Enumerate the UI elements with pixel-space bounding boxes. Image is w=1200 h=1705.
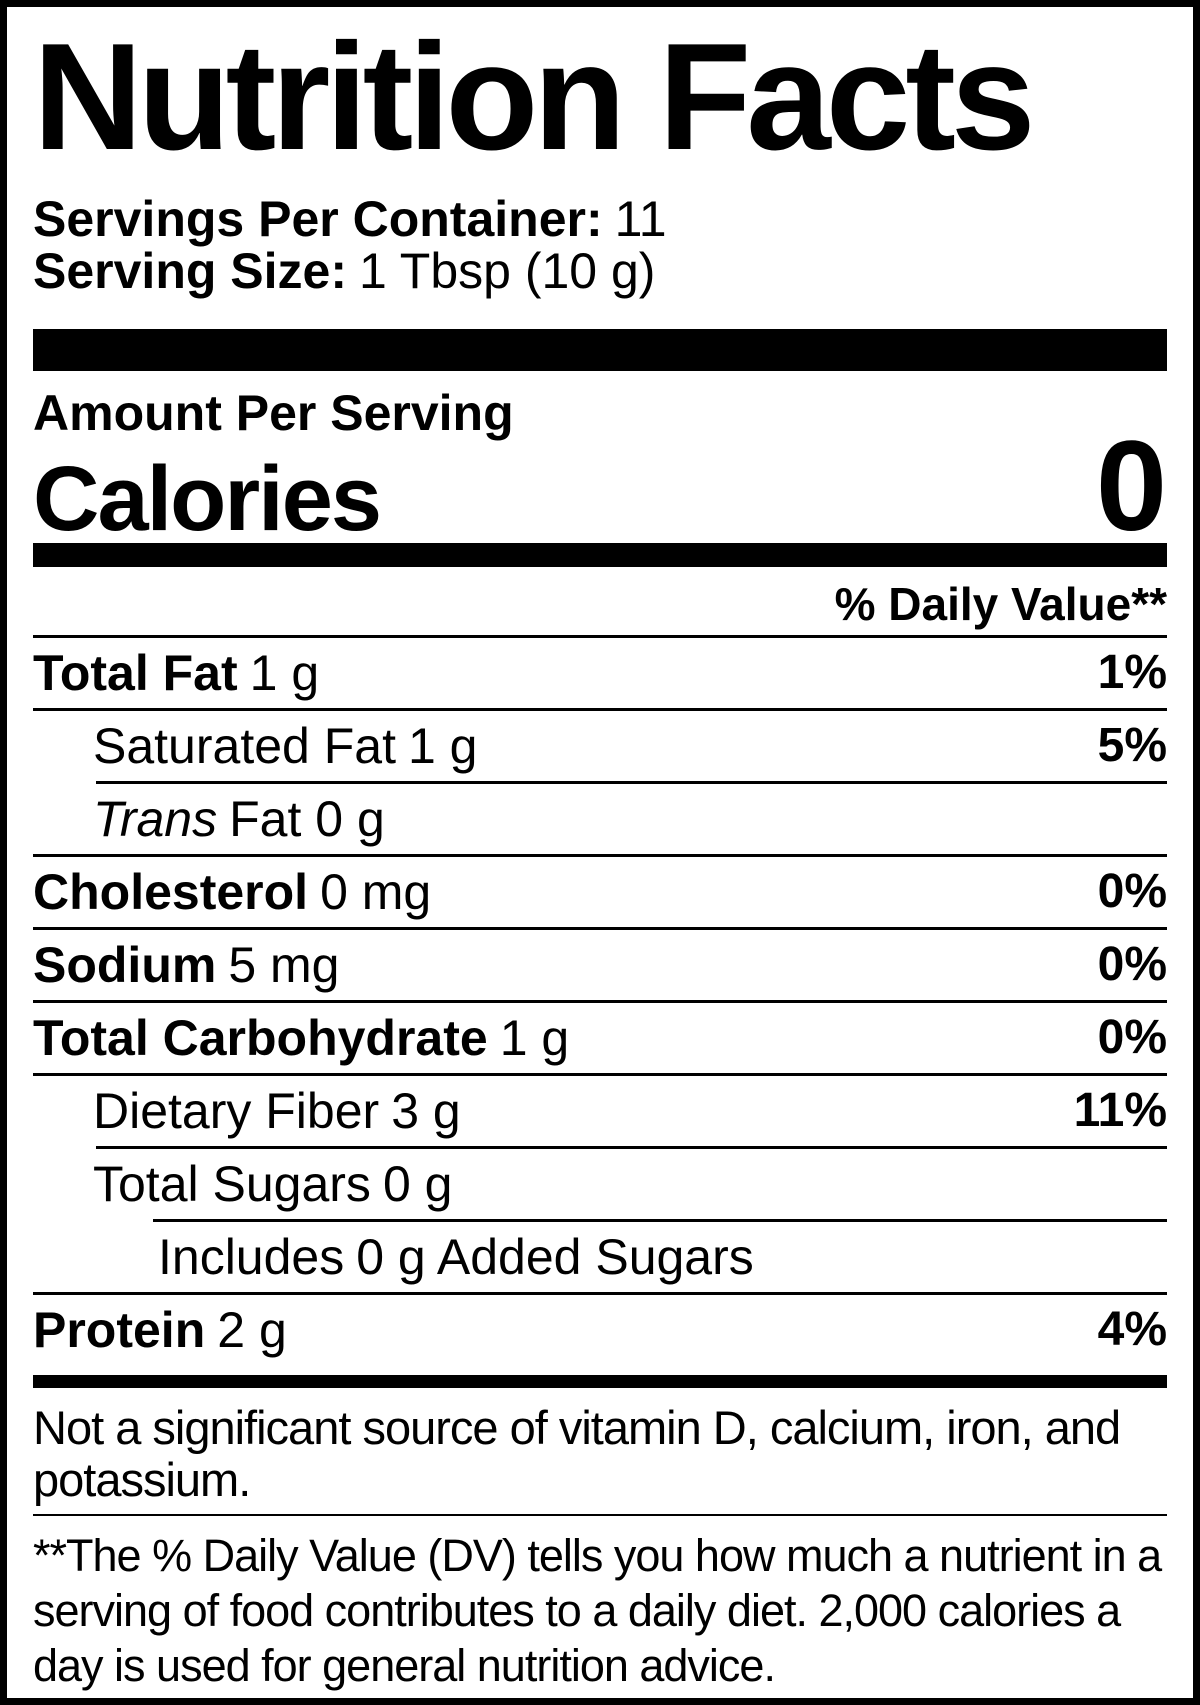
nutrient-amount: 0 mg xyxy=(320,864,432,920)
serving-size-label: Serving Size: xyxy=(33,243,347,299)
amount-per-serving-label: Amount Per Serving xyxy=(33,385,514,441)
nutrient-amount: 3 g xyxy=(391,1083,461,1139)
nutrient-name: Total Sugars xyxy=(93,1156,371,1212)
calories-label: Calories xyxy=(33,448,382,550)
nutrient-name: Includes xyxy=(158,1229,345,1285)
nutrient-name: Trans xyxy=(93,791,218,847)
nutrient-amount: 1 g xyxy=(249,645,320,701)
separator-line xyxy=(96,781,1167,784)
separator-line xyxy=(153,1219,1167,1222)
serving-size: Serving Size: 1 Tbsp (10 g) xyxy=(33,245,1167,297)
nutrient-row-dietary-fiber: Dietary Fiber 3 g 11% xyxy=(33,1076,1167,1146)
nutrient-amount: 5 mg xyxy=(228,937,340,993)
servings-per-container-label: Servings Per Container: xyxy=(33,191,603,247)
nutrient-text: Dietary Fiber 3 g xyxy=(93,1086,461,1136)
nutrient-row-total-sugars: Total Sugars 0 g xyxy=(33,1149,1167,1219)
nutrient-name: Cholesterol xyxy=(33,864,309,920)
separator-line xyxy=(33,1292,1167,1295)
nutrient-row-protein: Protein 2 g 4% xyxy=(33,1295,1167,1365)
nutrient-row-trans-fat: Trans Fat 0 g xyxy=(33,784,1167,854)
nutrient-row-total-fat: Total Fat 1 g 1% xyxy=(33,638,1167,708)
separator-line xyxy=(96,1146,1167,1149)
nutrient-percent: 5% xyxy=(1097,719,1167,772)
calories-value: 0 xyxy=(1095,415,1167,558)
nutrient-text: Protein 2 g xyxy=(33,1305,287,1355)
serving-size-value: 1 Tbsp (10 g) xyxy=(359,243,656,299)
nutrient-amount: 0 g Added Sugars xyxy=(356,1229,754,1285)
separator-line xyxy=(33,927,1167,930)
nutrient-row-cholesterol: Cholesterol 0 mg 0% xyxy=(33,857,1167,927)
footnote-daily-value: **The % Daily Value (DV) tells you how m… xyxy=(33,1530,1162,1691)
page-title: Nutrition Facts xyxy=(33,12,1035,182)
nutrient-amount: Fat 0 g xyxy=(229,791,385,847)
separator-line xyxy=(33,1073,1167,1076)
separator-line xyxy=(33,708,1167,711)
thick-divider-bottom xyxy=(33,1375,1167,1388)
nutrient-row-total-carbohydrate: Total Carbohydrate 1 g 0% xyxy=(33,1003,1167,1073)
nutrient-name: Total Fat xyxy=(33,645,238,701)
nutrient-text: Sodium 5 mg xyxy=(33,940,340,990)
nutrient-amount: 1 g xyxy=(407,718,478,774)
nutrient-name: Protein xyxy=(33,1302,206,1358)
nutrient-row-saturated-fat: Saturated Fat 1 g 5% xyxy=(33,711,1167,781)
nutrient-text: Trans Fat 0 g xyxy=(93,794,385,844)
nutrient-name: Total Carbohydrate xyxy=(33,1010,488,1066)
nutrient-text: Includes 0 g Added Sugars xyxy=(158,1232,754,1282)
nutrient-text: Total Fat 1 g xyxy=(33,648,319,698)
nutrient-amount: 0 g xyxy=(382,1156,453,1212)
servings-per-container-value: 11 xyxy=(614,191,667,247)
separator-line xyxy=(33,854,1167,857)
thick-divider-top xyxy=(33,329,1167,371)
nutrient-name: Sodium xyxy=(33,937,217,993)
separator-line xyxy=(33,635,1167,638)
nutrient-percent: 0% xyxy=(1097,865,1167,918)
nutrient-name: Dietary Fiber xyxy=(93,1083,380,1139)
nutrient-text: Saturated Fat 1 g xyxy=(93,721,477,771)
nutrient-text: Cholesterol 0 mg xyxy=(33,867,431,917)
nutrient-amount: 1 g xyxy=(499,1010,570,1066)
nutrient-amount: 2 g xyxy=(217,1302,287,1358)
servings-per-container: Servings Per Container: 11 xyxy=(33,193,1167,245)
separator-line xyxy=(33,1514,1167,1516)
daily-value-header: % Daily Value** xyxy=(834,578,1167,630)
nutrient-text: Total Sugars 0 g xyxy=(93,1159,452,1209)
nutrient-percent: 4% xyxy=(1097,1303,1167,1356)
nutrient-row-added-sugars: Includes 0 g Added Sugars xyxy=(33,1222,1167,1292)
footnote-not-significant: Not a significant source of vitamin D, c… xyxy=(33,1401,1121,1506)
calories-row: Calories 0 xyxy=(33,415,1167,558)
serving-info: Servings Per Container: 11 Serving Size: 1… xyxy=(33,193,1167,297)
nutrient-text: Total Carbohydrate 1 g xyxy=(33,1013,569,1063)
nutrient-percent: 0% xyxy=(1097,1011,1167,1064)
nutrient-percent: 0% xyxy=(1097,938,1167,991)
separator-line xyxy=(33,1000,1167,1003)
nutrient-percent: 11% xyxy=(1073,1084,1167,1137)
thick-divider-mid xyxy=(33,543,1167,567)
nutrient-percent: 1% xyxy=(1097,646,1167,699)
nutrient-name: Saturated Fat xyxy=(93,718,396,774)
nutrient-row-sodium: Sodium 5 mg 0% xyxy=(33,930,1167,1000)
